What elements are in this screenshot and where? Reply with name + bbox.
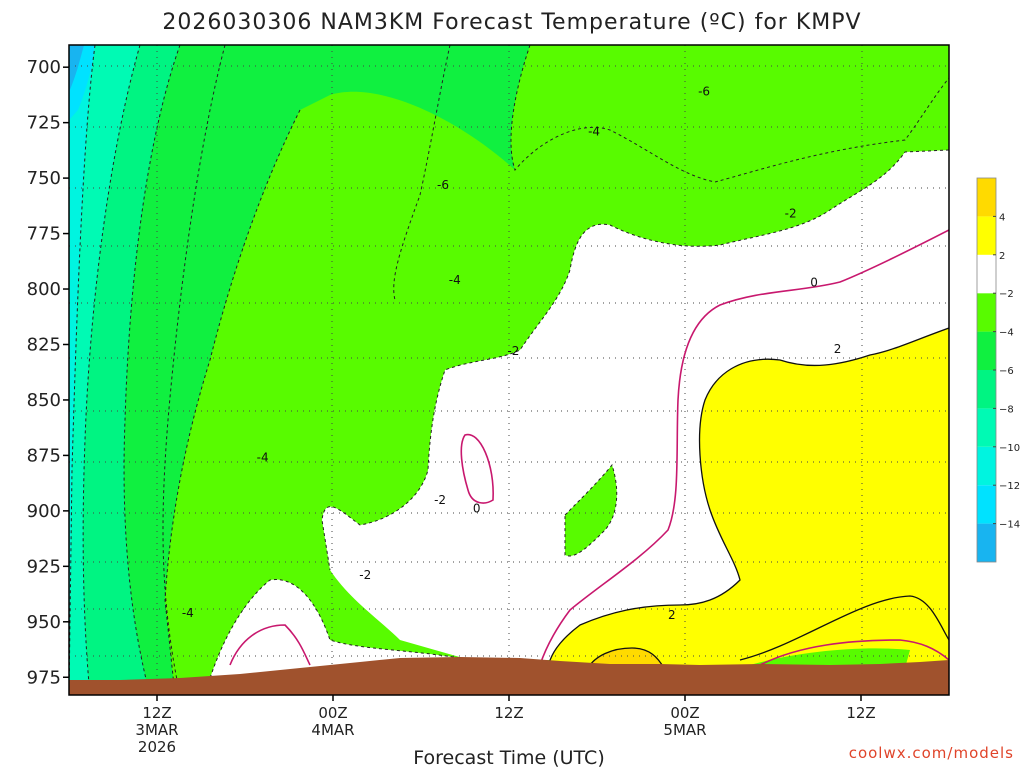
contour-zero-lower-right (759, 639, 949, 666)
band-small-green-patch (565, 465, 617, 556)
colorbar-swatch (977, 370, 996, 409)
contour-plus-4 (587, 647, 665, 669)
colorbar-swatch (977, 254, 996, 294)
contour-label: 2 (668, 608, 676, 622)
contour-labels: -6 -4 -6 -2 -4 0 -2 2 -4 -2 0 -2 -4 2 (182, 85, 842, 623)
colorbar-label: −12 (999, 481, 1020, 492)
x-tick-label: 5MAR (663, 721, 706, 739)
contour-label: -4 (588, 125, 600, 139)
contour-minus-2-lower (204, 579, 471, 695)
colorbar-label: −2 (999, 289, 1014, 300)
y-tick-label: 950 (27, 612, 61, 633)
contour-minus-10 (82, 45, 141, 695)
colorbar-label: −10 (999, 443, 1020, 454)
gridlines (69, 45, 949, 695)
chart-title: 2026030306 NAM3KM Forecast Temperature (… (162, 10, 861, 35)
contour-label: 2 (834, 342, 842, 356)
terrain-ground (69, 657, 949, 695)
y-tick-label: 700 (27, 57, 61, 78)
contour-label: -6 (698, 85, 710, 99)
colorbar-swatch (977, 216, 996, 255)
y-tick-label: 725 (27, 113, 61, 134)
x-tick-label: 4MAR (311, 721, 354, 739)
contour-label: -2 (434, 493, 446, 507)
x-tick-label: 12Z (846, 704, 875, 722)
colorbar-label: −6 (999, 366, 1014, 377)
colorbar-legend: −14 −12 −10 −8 −6 −4 −2 2 4 (976, 177, 1020, 563)
colorbar-label: −8 (999, 404, 1014, 415)
y-tick-label: 750 (27, 168, 61, 189)
colorbar-swatch (977, 331, 996, 370)
y-tick-label: 900 (27, 501, 61, 522)
colorbar-label: −4 (999, 328, 1014, 339)
contour-minus-6-top (393, 45, 451, 301)
contour-label: -4 (449, 273, 461, 287)
credit-text: coolwx.com/models (849, 744, 1014, 762)
contour-zero-lower-left (229, 624, 311, 666)
y-tick-label: 775 (27, 224, 61, 245)
x-tick-label: 2026 (138, 738, 176, 756)
y-tick-label: 850 (27, 390, 61, 411)
y-tick-label: 875 (27, 445, 61, 466)
colorbar-label: 4 (999, 212, 1005, 223)
contour-minus-2-main (321, 149, 949, 571)
contour-minus-12 (69, 45, 96, 695)
contour-label: -6 (437, 178, 449, 192)
contour-label: -2 (785, 207, 797, 221)
band-coldest-core (69, 45, 84, 92)
contour-zero-loop (460, 433, 494, 504)
y-tick-label: 825 (27, 334, 61, 355)
band-warm-yellow (548, 328, 949, 668)
contour-minus-4-left (164, 109, 301, 695)
contour-label: 0 (473, 502, 481, 516)
colorbar-swatch (977, 293, 996, 332)
contour-zero-main (539, 229, 949, 666)
colorbar-swatch (977, 178, 996, 217)
colorbar-swatch (977, 408, 996, 447)
colorbar-swatch (977, 523, 996, 562)
x-tick-label: 00Z (318, 704, 347, 722)
colorbar-label: 2 (999, 251, 1005, 262)
y-axis: 700 725 750 775 800 825 850 875 900 925 950 975 (27, 57, 69, 688)
x-tick-label: 12Z (494, 704, 523, 722)
contour-label: -4 (257, 451, 269, 465)
contour-minus-6 (162, 45, 226, 695)
y-tick-label: 925 (27, 556, 61, 577)
zero-contours (229, 229, 949, 666)
colorbar-swatch (977, 446, 996, 486)
plot-field (69, 45, 949, 695)
contour-minus-4-top (510, 45, 949, 183)
colorbar-swatch (977, 485, 996, 524)
x-axis-label: Forecast Time (UTC) (413, 747, 604, 768)
y-tick-label: 800 (27, 279, 61, 300)
positive-contours (547, 327, 949, 669)
contour-label: -2 (507, 344, 519, 358)
contour-minus-2-patch (564, 463, 618, 557)
y-tick-label: 975 (27, 667, 61, 688)
contour-label: -4 (182, 606, 194, 620)
negative-contours (69, 45, 949, 695)
x-tick-label: 3MAR (135, 721, 178, 739)
x-tick-label: 00Z (670, 704, 699, 722)
contour-label: -2 (359, 568, 371, 582)
contour-minus-8 (123, 45, 181, 695)
contour-plus-2-lower (739, 595, 949, 661)
colorbar-label: −14 (999, 520, 1020, 531)
contour-plus-2-main (547, 327, 949, 669)
band-low-green-strip (740, 648, 910, 668)
contour-label: 0 (810, 275, 818, 289)
x-tick-label: 12Z (142, 704, 171, 722)
